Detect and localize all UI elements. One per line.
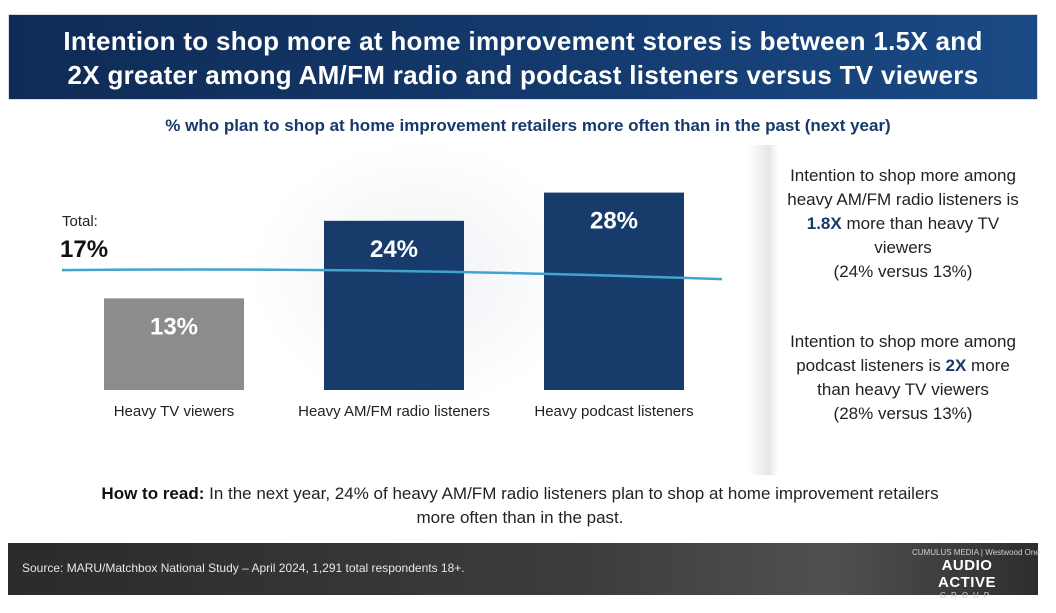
bar-heavy-podcast-listeners	[544, 192, 684, 390]
divider-shadow	[748, 145, 778, 475]
title-line-1: Intention to shop more at home improveme…	[63, 26, 983, 56]
category-label-heavy-am-fm-radio-listeners: Heavy AM/FM radio listeners	[298, 403, 490, 420]
chart-subtitle: % who plan to shop at home improvement r…	[165, 116, 891, 135]
value-label-heavy-tv-viewers: 13%	[150, 313, 198, 340]
bars-layer	[104, 192, 684, 390]
how-to-read-text: In the next year, 24% of heavy AM/FM rad…	[204, 484, 939, 527]
logo-name: AUDIO ACTIVE	[937, 557, 996, 591]
callout-podcast-multiplier: 2X	[945, 356, 967, 375]
how-to-read: How to read: In the next year, 24% of he…	[100, 482, 940, 530]
bar-heavy-am-fm-radio-listeners	[324, 220, 464, 390]
title-line-2: 2X greater among AM/FM radio and podcast…	[67, 60, 979, 90]
value-label-heavy-am-fm-radio-listeners: 24%	[370, 236, 418, 263]
audio-active-group-logo: CUMULUS MEDIA | Westwood One AUDIO ACTIV…	[912, 548, 1040, 600]
title-banner: Intention to shop more at home improveme…	[8, 14, 1038, 100]
callout-podcast-text-end: more than heavy TV viewers	[817, 356, 1010, 399]
callout-podcast: Intention to shop more among podcast lis…	[778, 330, 1028, 426]
callout-podcast-text: Intention to shop more among podcast lis…	[790, 332, 1016, 375]
callout-am-fm-text-end: more than heavy TV viewers	[841, 214, 1000, 257]
logo-partners: CUMULUS MEDIA | Westwood One	[912, 548, 1040, 557]
callout-am-fm-text: Intention to shop more among heavy AM/FM…	[787, 166, 1019, 209]
total-label: Total:	[62, 213, 98, 230]
bar-heavy-tv-viewers	[104, 298, 244, 390]
callout-podcast-comparison: (28% versus 13%)	[833, 404, 973, 423]
category-label-heavy-tv-viewers: Heavy TV viewers	[114, 403, 235, 420]
source-note: Source: MARU/Matchbox National Study – A…	[22, 561, 465, 575]
value-label-heavy-podcast-listeners: 28%	[590, 208, 638, 235]
logo-group: GROUP	[939, 591, 995, 600]
bar-chart: Total: 17% 13% Heavy TV viewers 24% Heavy A…	[60, 192, 723, 420]
total-reference-line	[61, 268, 723, 281]
total-value: 17%	[60, 236, 108, 263]
slide-title: Intention to shop more at home improveme…	[9, 24, 1037, 92]
category-label-heavy-podcast-listeners: Heavy podcast listeners	[534, 403, 693, 420]
callout-am-fm: Intention to shop more among heavy AM/FM…	[778, 164, 1028, 284]
callout-am-fm-comparison: (24% versus 13%)	[833, 262, 973, 281]
footer-bar: Source: MARU/Matchbox National Study – A…	[8, 543, 1040, 600]
how-to-read-label: How to read:	[101, 484, 205, 503]
labels-layer: 13% Heavy TV viewers 24% Heavy AM/FM radio …	[114, 208, 694, 420]
callout-am-fm-multiplier: 1.8X	[806, 214, 842, 233]
